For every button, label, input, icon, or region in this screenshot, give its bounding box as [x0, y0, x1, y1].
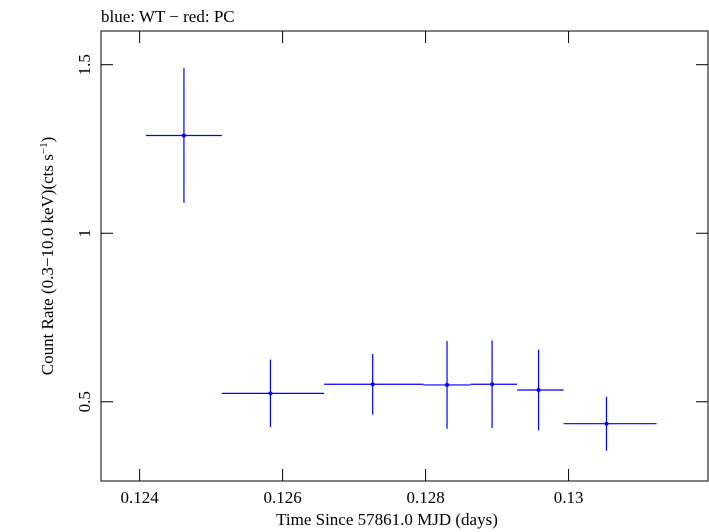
- y-tick-label-2: 1.5: [75, 54, 94, 75]
- x-tick-label-1: 0.126: [263, 488, 301, 507]
- data-points: [146, 68, 657, 451]
- plot-frame: [100, 30, 709, 482]
- y-axis-label: Count Rate (0.3−10.0 keV)(cts s−1): [38, 137, 57, 376]
- y-axis-label-close: ): [38, 137, 57, 143]
- y-tick-label-1: 1: [75, 229, 94, 238]
- chart-title: blue: WT − red: PC: [101, 7, 235, 26]
- data-point-3: [445, 382, 450, 387]
- x-tick-label-2: 0.128: [406, 488, 444, 507]
- data-point-6: [604, 421, 609, 426]
- x-tick-label-0: 0.124: [120, 488, 159, 507]
- data-point-5: [536, 387, 541, 392]
- data-point-4: [490, 382, 495, 387]
- data-point-1: [268, 391, 273, 396]
- x-axis-label: Time Since 57861.0 MJD (days): [276, 510, 498, 529]
- y-axis-label-sup: −1: [38, 142, 50, 154]
- data-point-2: [370, 382, 375, 387]
- x-tick-label-3: 0.13: [554, 488, 584, 507]
- y-axis-label-main: Count Rate (0.3−10.0 keV)(cts s: [38, 154, 57, 375]
- data-point-0: [181, 133, 186, 138]
- y-tick-label-0: 0.5: [75, 391, 94, 412]
- axis-ticks: 0.124 0.126 0.128 0.13 0.5 1 1.5: [75, 31, 708, 507]
